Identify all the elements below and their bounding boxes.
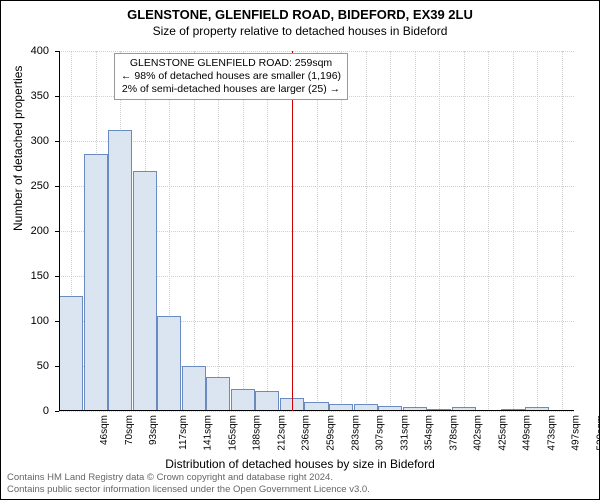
histogram-bar bbox=[206, 377, 230, 411]
histogram-bar bbox=[231, 389, 255, 412]
annotation-line: ← 98% of detached houses are smaller (1,… bbox=[121, 70, 341, 83]
y-tick-label: 0 bbox=[9, 405, 49, 417]
footer-attribution: Contains HM Land Registry data © Crown c… bbox=[7, 472, 370, 495]
x-tick-label: 236sqm bbox=[301, 415, 312, 451]
x-tick-label: 93sqm bbox=[148, 415, 159, 445]
x-tick-label: 449sqm bbox=[522, 415, 533, 451]
y-tick-label: 250 bbox=[9, 180, 49, 192]
histogram-bar bbox=[133, 171, 157, 411]
x-tick-label: 307sqm bbox=[375, 415, 386, 451]
x-tick-label: 283sqm bbox=[350, 415, 361, 451]
y-tick-label: 100 bbox=[9, 315, 49, 327]
y-axis-line bbox=[59, 51, 60, 411]
histogram-bar bbox=[182, 366, 206, 411]
y-tick-label: 150 bbox=[9, 270, 49, 282]
x-tick-label: 402sqm bbox=[473, 415, 484, 451]
plot-area: GLENSTONE GLENFIELD ROAD: 259sqm← 98% of… bbox=[59, 51, 574, 411]
x-tick-label: 259sqm bbox=[326, 415, 337, 451]
x-tick-label: 46sqm bbox=[99, 415, 110, 445]
annotation-line: 2% of semi-detached houses are larger (2… bbox=[121, 83, 341, 96]
histogram-bar bbox=[59, 296, 83, 411]
x-tick-label: 378sqm bbox=[448, 415, 459, 451]
x-tick-label: 473sqm bbox=[546, 415, 557, 451]
x-tick-label: 165sqm bbox=[227, 415, 238, 451]
x-tick-label: 188sqm bbox=[252, 415, 263, 451]
x-tick-label: 141sqm bbox=[203, 415, 214, 451]
x-tick-label: 497sqm bbox=[571, 415, 582, 451]
histogram-bar bbox=[108, 130, 132, 411]
y-tick-label: 400 bbox=[9, 45, 49, 57]
chart-title-main: GLENSTONE, GLENFIELD ROAD, BIDEFORD, EX3… bbox=[1, 7, 599, 22]
histogram-bar bbox=[157, 316, 181, 411]
y-tick-label: 50 bbox=[9, 360, 49, 372]
y-tick-label: 200 bbox=[9, 225, 49, 237]
x-axis-title: Distribution of detached houses by size … bbox=[1, 457, 599, 471]
x-tick-label: 425sqm bbox=[497, 415, 508, 451]
marker-line bbox=[292, 51, 293, 411]
annotation-line: GLENSTONE GLENFIELD ROAD: 259sqm bbox=[121, 57, 341, 70]
histogram-bar bbox=[255, 391, 279, 411]
histogram-bar bbox=[84, 154, 108, 411]
chart-title-sub: Size of property relative to detached ho… bbox=[1, 24, 599, 38]
footer-line-1: Contains HM Land Registry data © Crown c… bbox=[7, 472, 370, 483]
x-tick-label: 70sqm bbox=[124, 415, 135, 445]
x-tick-label: 117sqm bbox=[178, 415, 189, 450]
annotation-box: GLENSTONE GLENFIELD ROAD: 259sqm← 98% of… bbox=[114, 53, 348, 100]
chart-container: GLENSTONE, GLENFIELD ROAD, BIDEFORD, EX3… bbox=[0, 0, 600, 500]
x-axis-line bbox=[59, 410, 574, 411]
x-tick-label: 212sqm bbox=[277, 415, 288, 451]
footer-line-2: Contains public sector information licen… bbox=[7, 484, 370, 495]
x-tick-label: 520sqm bbox=[595, 415, 600, 451]
y-tick-label: 300 bbox=[9, 135, 49, 147]
x-tick-label: 354sqm bbox=[424, 415, 435, 451]
y-tick-label: 350 bbox=[9, 90, 49, 102]
x-tick-label: 331sqm bbox=[399, 415, 410, 451]
